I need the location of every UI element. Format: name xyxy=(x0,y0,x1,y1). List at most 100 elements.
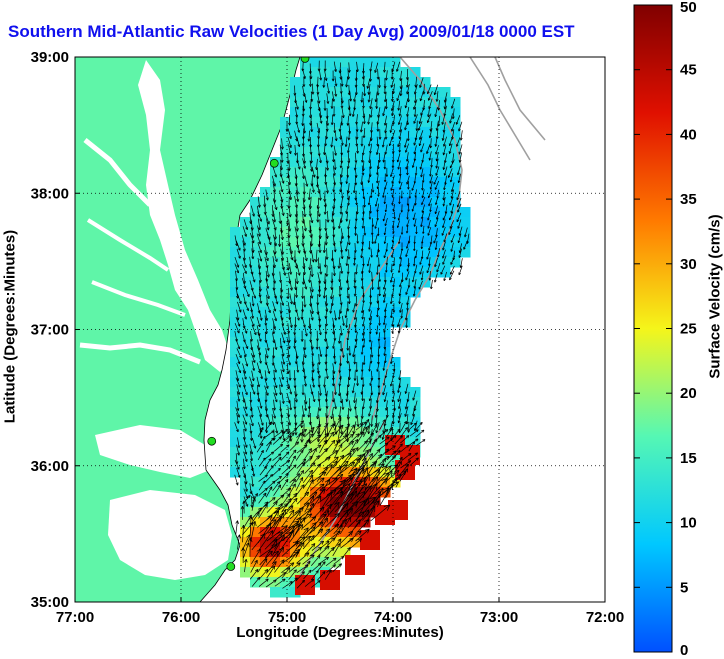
speed-cell xyxy=(360,277,371,288)
velocity-vector xyxy=(311,377,316,388)
speed-cell xyxy=(420,177,431,188)
velocity-vector xyxy=(234,323,240,334)
velocity-vector xyxy=(325,439,336,453)
velocity-vector xyxy=(325,265,329,277)
speed-cell xyxy=(300,147,311,158)
speed-cell xyxy=(280,417,291,428)
speed-cell xyxy=(300,487,311,498)
colorbar-tick-label: 0 xyxy=(680,642,688,659)
speed-cell xyxy=(380,277,391,288)
speed-cell xyxy=(350,437,361,448)
speed-cell xyxy=(310,457,321,468)
speed-cell xyxy=(360,447,371,458)
velocity-vector xyxy=(289,293,293,305)
speed-cell xyxy=(230,257,241,268)
velocity-vector xyxy=(340,135,344,146)
speed-cell xyxy=(280,397,291,408)
speed-cell xyxy=(310,487,321,498)
speed-cell xyxy=(400,247,411,258)
velocity-vector xyxy=(303,569,312,580)
speed-cell xyxy=(300,287,311,298)
velocity-vector xyxy=(280,138,284,150)
velocity-vector xyxy=(333,159,337,170)
speed-cell xyxy=(330,277,341,288)
speed-cell xyxy=(380,367,391,378)
velocity-vector xyxy=(353,309,357,320)
speed-cell xyxy=(330,257,341,268)
speed-cell xyxy=(340,277,351,288)
velocity-vector xyxy=(266,302,271,314)
speed-cell xyxy=(410,247,421,258)
velocity-vector xyxy=(259,368,263,380)
velocity-vector xyxy=(340,248,344,260)
velocity-vector xyxy=(264,250,269,262)
speed-cell xyxy=(450,147,461,158)
speed-cell xyxy=(340,527,351,538)
speed-cell xyxy=(330,57,341,68)
velocity-vector xyxy=(317,517,329,534)
velocity-vector xyxy=(264,378,269,389)
velocity-vector xyxy=(310,249,315,263)
velocity-vector xyxy=(234,474,239,486)
speed-cell xyxy=(400,297,411,308)
speed-cell xyxy=(230,367,241,378)
speed-cell xyxy=(260,547,271,558)
velocity-vector xyxy=(235,407,240,418)
speed-cell xyxy=(300,467,311,478)
speed-cell xyxy=(280,247,291,258)
speed-cell xyxy=(230,357,241,368)
speed-cell xyxy=(350,297,361,308)
y-tick-label: 38:00 xyxy=(31,185,69,202)
speed-cell xyxy=(360,347,371,358)
velocity-vector xyxy=(332,165,336,176)
velocity-vector xyxy=(281,361,285,373)
speed-cell xyxy=(260,407,271,418)
speed-cell xyxy=(230,277,241,288)
velocity-vector xyxy=(234,459,240,470)
speed-cell xyxy=(320,227,331,238)
velocity-vector xyxy=(341,399,345,410)
speed-cell xyxy=(370,207,381,218)
speed-cell xyxy=(350,117,361,128)
speed-cell xyxy=(400,107,411,118)
velocity-vector xyxy=(319,263,323,275)
speed-cell xyxy=(260,437,271,448)
speed-cell xyxy=(290,207,301,218)
speed-cell xyxy=(360,357,371,368)
speed-cell xyxy=(310,377,321,388)
speed-cell xyxy=(350,377,361,388)
speed-cell xyxy=(280,557,291,568)
speed-cell xyxy=(270,357,281,368)
velocity-vector xyxy=(339,507,353,527)
speed-cell xyxy=(450,117,461,128)
speed-cell xyxy=(310,227,321,238)
speed-cell xyxy=(260,467,271,478)
speed-cell xyxy=(340,97,351,108)
velocity-vector xyxy=(324,431,334,445)
speed-cell xyxy=(450,167,461,178)
speed-cell xyxy=(400,167,411,178)
speed-cell xyxy=(390,377,401,388)
speed-cell xyxy=(330,347,341,358)
x-axis-label: Longitude (Degrees:Minutes) xyxy=(236,624,444,641)
speed-cell xyxy=(250,337,261,348)
speed-cell xyxy=(370,197,381,208)
velocity-vector xyxy=(331,375,335,387)
speed-cell xyxy=(250,397,261,408)
velocity-vector xyxy=(281,332,286,344)
bathymetry-line xyxy=(469,57,531,161)
velocity-vector xyxy=(295,271,299,285)
velocity-vector xyxy=(258,398,263,409)
velocity-vector xyxy=(259,415,264,426)
speed-cell xyxy=(400,207,411,218)
speed-cell xyxy=(350,337,361,348)
velocity-vector xyxy=(325,368,329,380)
velocity-vector xyxy=(287,137,292,148)
velocity-vector xyxy=(257,218,262,231)
speed-cell xyxy=(240,447,251,458)
speed-cell xyxy=(310,447,321,458)
speed-cell xyxy=(250,557,261,568)
speed-cell xyxy=(250,497,261,508)
speed-cell xyxy=(360,307,371,318)
velocity-vector xyxy=(288,369,292,381)
